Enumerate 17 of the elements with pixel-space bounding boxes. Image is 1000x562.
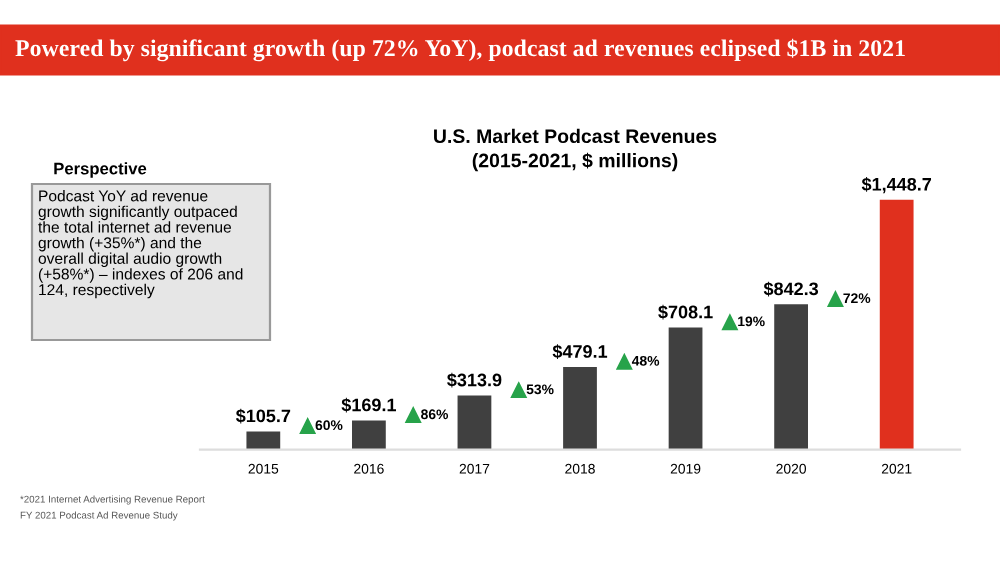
text: Perspective	[54, 162, 147, 178]
bar	[563, 367, 597, 450]
data-label: $169.1	[341, 397, 396, 413]
chart-title: Powered by significant growth (up 72% YoY), podcast ad revenues eclipsed $1B in 2021	[15, 38, 905, 62]
bar	[246, 431, 281, 450]
bar	[352, 420, 386, 450]
data-label: $479.1	[552, 344, 608, 360]
data-label: $313.9	[447, 372, 502, 388]
data-label: $1,448.7	[861, 177, 932, 194]
bar	[774, 304, 808, 450]
bar	[457, 395, 492, 450]
data-label: $842.3	[763, 281, 819, 297]
bar	[879, 199, 914, 450]
data-label: $105.7	[235, 408, 291, 424]
bar	[668, 327, 703, 450]
data-label: $708.1	[658, 304, 713, 320]
chart-subtitle: U.S. Market Podcast Revenues (2015-2021, $ millions)	[434, 128, 717, 172]
